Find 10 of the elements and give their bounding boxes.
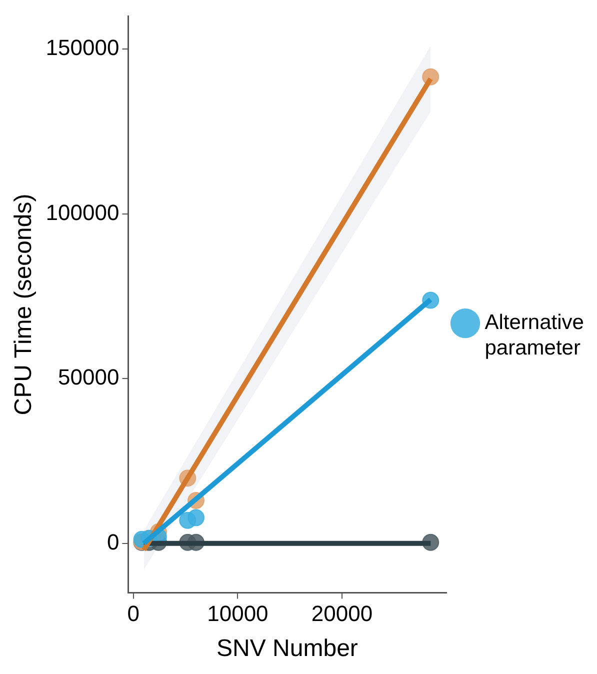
x-tick-label: 0	[127, 601, 140, 626]
y-tick-label: 150000	[46, 35, 120, 60]
y-axis-title: CPU Time (seconds)	[10, 194, 38, 416]
y-tick-label: 0	[106, 529, 120, 554]
y-tick-label: 100000	[46, 200, 120, 225]
y-tick-label: 50000	[58, 364, 120, 390]
legend-label: Alternative parameter	[484, 311, 584, 360]
x-tick-label: 20000	[311, 601, 373, 626]
x-axis-title: SNV Number	[216, 635, 358, 662]
x-tick-label: 10000	[207, 601, 268, 626]
